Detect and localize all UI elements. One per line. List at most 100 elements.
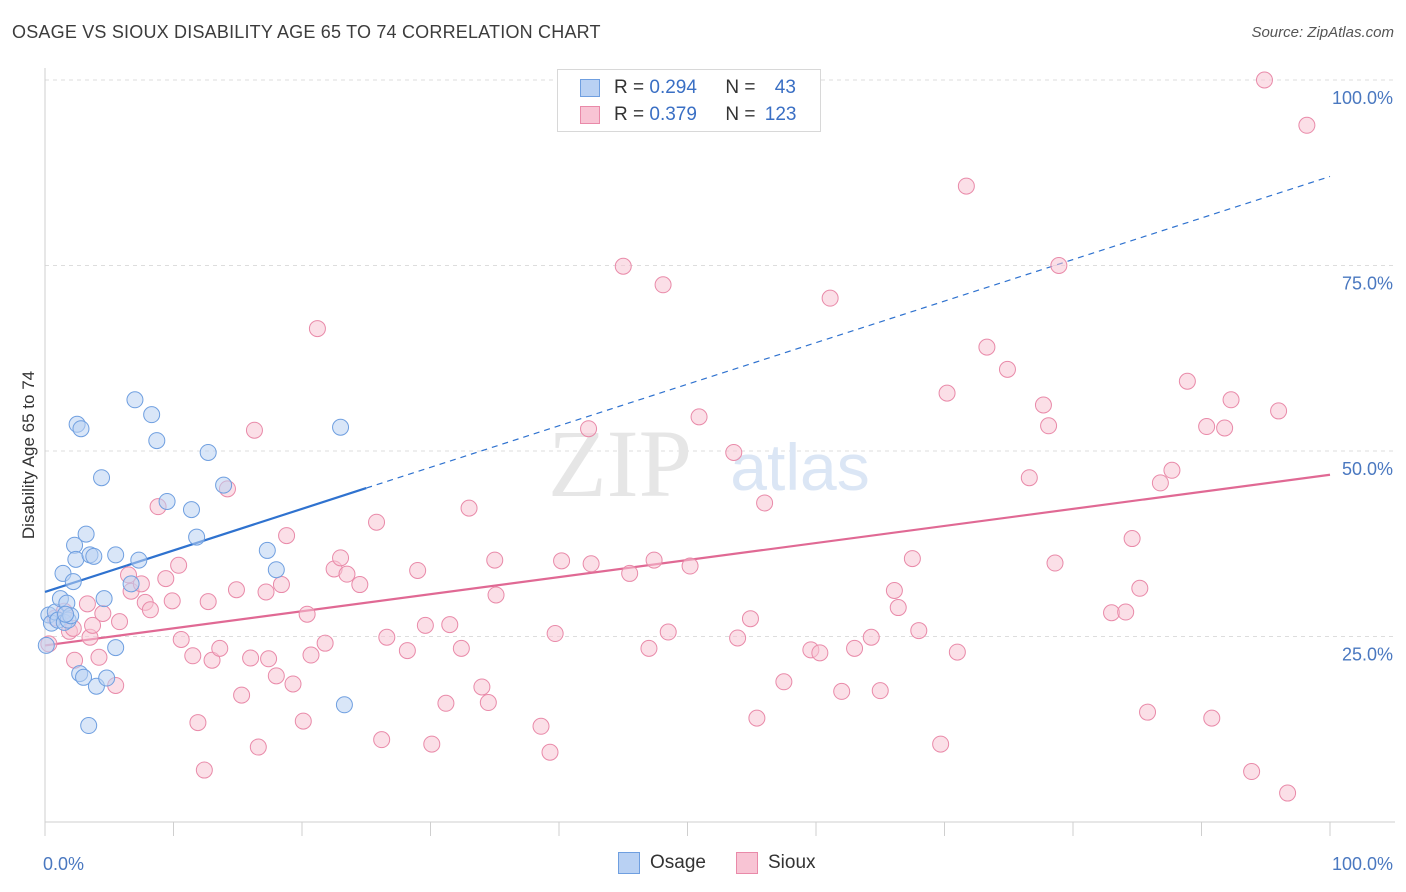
osage-point — [126, 391, 144, 409]
osage-legend-swatch — [618, 852, 640, 874]
sioux-point — [582, 555, 600, 573]
sioux-point — [1216, 419, 1234, 437]
sioux-n-label: N = — [725, 104, 761, 125]
sioux-point — [189, 714, 207, 732]
sioux-point — [338, 565, 356, 583]
sioux-point — [199, 593, 217, 611]
sioux-point — [1243, 763, 1261, 781]
sioux-point — [1178, 372, 1196, 390]
osage-point — [158, 492, 176, 510]
watermark-atlas: atlas — [730, 430, 869, 504]
sioux-point — [811, 644, 829, 662]
sioux-point — [184, 647, 202, 665]
x-tick-label: 0.0% — [43, 854, 84, 874]
legend-item-osage[interactable]: Osage — [618, 852, 706, 874]
sioux-point — [621, 564, 639, 582]
sioux-point — [111, 613, 129, 631]
grid-lines — [45, 79, 1395, 637]
sioux-legend-label: Sioux — [767, 852, 816, 873]
sioux-point — [78, 595, 96, 613]
osage-point — [72, 420, 90, 438]
sioux-point — [84, 616, 102, 634]
axes — [44, 68, 1395, 836]
sioux-point — [284, 675, 302, 693]
sioux-point — [1117, 603, 1135, 621]
sioux-point — [302, 646, 320, 664]
chart-title: OSAGE VS SIOUX DISABILITY AGE 65 TO 74 C… — [12, 22, 601, 42]
sioux-point — [473, 678, 491, 696]
osage-point — [75, 668, 93, 686]
sioux-point — [1163, 461, 1181, 479]
sioux-point — [903, 550, 921, 568]
legend-item-sioux[interactable]: Sioux — [735, 852, 816, 874]
sioux-point — [378, 628, 396, 646]
osage-trend-dashed — [366, 175, 1331, 489]
sioux-point — [546, 625, 564, 643]
osage-point — [332, 418, 350, 436]
sioux-swatch — [580, 106, 600, 124]
osage-point — [258, 541, 276, 559]
sioux-point — [1034, 396, 1052, 414]
sioux-point — [580, 420, 598, 438]
osage-point — [98, 669, 116, 687]
sioux-point — [452, 639, 470, 657]
sioux-point — [932, 735, 950, 753]
sioux-point — [1040, 417, 1058, 435]
sioux-point — [654, 276, 672, 294]
sioux-point — [272, 576, 290, 594]
sioux-point — [1020, 469, 1038, 487]
sioux-point — [460, 499, 478, 517]
sioux-legend-swatch — [735, 852, 758, 874]
sioux-point — [203, 651, 221, 669]
osage-r-label: R = — [614, 77, 650, 98]
osage-point — [93, 469, 111, 487]
sioux-point — [1222, 391, 1240, 409]
sioux-point — [416, 616, 434, 634]
sioux-point — [267, 667, 285, 685]
sioux-point — [94, 604, 112, 622]
y-axis-label: Disability Age 65 to 74 — [19, 371, 38, 539]
osage-point — [85, 547, 103, 565]
sioux-point — [645, 551, 663, 569]
sioux-point — [541, 743, 559, 761]
sioux-point — [278, 527, 296, 545]
sioux-point — [741, 610, 759, 628]
sioux-point — [725, 443, 743, 461]
y-tick-label: 25.0% — [1342, 645, 1393, 665]
sioux-point — [1255, 71, 1273, 89]
osage-n-label: N = — [725, 77, 761, 98]
sioux-point — [532, 717, 550, 735]
sioux-point — [260, 650, 278, 668]
sioux-point — [978, 338, 996, 356]
sioux-point — [157, 570, 175, 588]
sioux-point — [487, 586, 505, 604]
correlation-legend: R = 0.294 N = 43 R = 0.379 N = 123 — [557, 69, 821, 132]
sioux-point — [748, 709, 766, 727]
sioux-point — [90, 648, 108, 666]
sioux-point — [640, 639, 658, 657]
sioux-point — [486, 551, 504, 569]
tick-labels: 25.0% 50.0% 75.0% 100.0% 0.0% 100.0% — [43, 88, 1393, 874]
sioux-point — [998, 360, 1016, 378]
osage-point — [143, 406, 161, 424]
osage-swatch — [580, 79, 600, 97]
osage-point — [188, 528, 206, 546]
sioux-n-value: 123 — [764, 104, 797, 125]
sioux-point — [821, 289, 839, 307]
sioux-point — [1298, 116, 1316, 134]
sioux-point — [910, 622, 928, 640]
sioux-point — [298, 605, 316, 623]
osage-point — [95, 590, 113, 608]
osage-point — [335, 696, 353, 714]
sioux-point — [233, 686, 251, 704]
sioux-point — [332, 549, 350, 567]
sioux-point — [681, 557, 699, 575]
sioux-point — [211, 639, 229, 657]
sioux-point — [553, 552, 571, 570]
data-points — [37, 71, 1316, 802]
sioux-point — [170, 556, 188, 574]
source-label: Source: ZipAtlas.com — [1251, 24, 1394, 41]
sioux-point — [862, 628, 880, 646]
sioux-point — [249, 738, 267, 756]
